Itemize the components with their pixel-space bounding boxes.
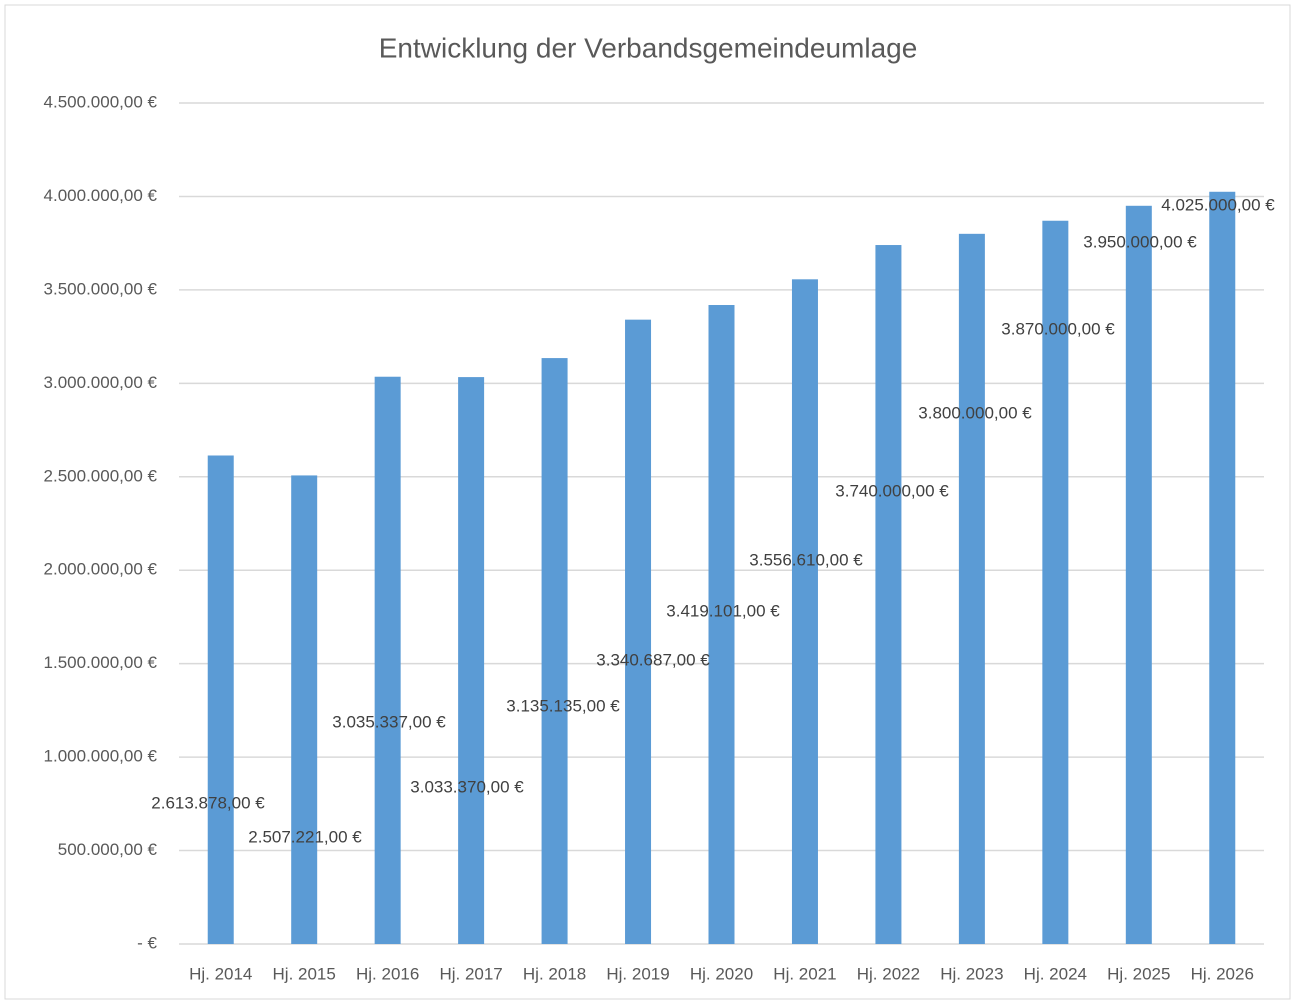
- y-tick-label: 3.000.000,00 €: [44, 373, 158, 392]
- x-tick-label: Hj. 2024: [1024, 964, 1087, 983]
- y-tick-label: 500.000,00 €: [58, 840, 158, 859]
- data-label: 3.556.610,00 €: [749, 550, 863, 569]
- x-tick-label: Hj. 2026: [1191, 964, 1254, 983]
- data-label: 3.870.000,00 €: [1001, 319, 1115, 338]
- data-label: 3.419.101,00 €: [666, 601, 780, 620]
- x-tick-label: Hj. 2018: [523, 964, 586, 983]
- bar: [541, 358, 568, 944]
- bar: [1042, 220, 1069, 945]
- data-label: 3.035.337,00 €: [332, 712, 446, 731]
- x-tick-label: Hj. 2014: [189, 964, 252, 983]
- bar: [625, 319, 652, 944]
- bar: [708, 305, 735, 944]
- y-tick-label: - €: [137, 933, 157, 952]
- y-tick-label: 4.000.000,00 €: [44, 186, 158, 205]
- data-label: 3.340.687,00 €: [596, 650, 710, 669]
- chart-title: Entwicklung der Verbandsgemeindeumlage: [379, 32, 918, 63]
- bar: [458, 377, 485, 944]
- data-label: 4.025.000,00 €: [1161, 195, 1275, 214]
- x-tick-label: Hj. 2020: [690, 964, 753, 983]
- x-tick-label: Hj. 2016: [356, 964, 419, 983]
- data-label: 3.740.000,00 €: [835, 481, 949, 500]
- data-label: 3.135.135,00 €: [506, 696, 620, 715]
- y-tick-label: 1.500.000,00 €: [44, 653, 158, 672]
- bar: [875, 245, 902, 945]
- x-tick-label: Hj. 2017: [439, 964, 502, 983]
- y-tick-label: 4.500.000,00 €: [44, 92, 158, 111]
- x-tick-label: Hj. 2019: [606, 964, 669, 983]
- bar: [291, 475, 318, 944]
- bar: [1125, 205, 1152, 945]
- data-label: 2.613.878,00 €: [151, 793, 265, 812]
- x-tick-label: Hj. 2021: [773, 964, 836, 983]
- x-tick-label: Hj. 2015: [273, 964, 336, 983]
- bar: [207, 455, 234, 944]
- data-label: 3.800.000,00 €: [918, 403, 1032, 422]
- bar: [958, 233, 985, 945]
- x-tick-label: Hj. 2022: [857, 964, 920, 983]
- data-label: 2.507.221,00 €: [248, 827, 362, 846]
- bar: [374, 376, 401, 944]
- y-tick-label: 1.000.000,00 €: [44, 747, 158, 766]
- x-tick-label: Hj. 2025: [1107, 964, 1170, 983]
- bar: [1209, 191, 1236, 944]
- y-tick-label: 3.500.000,00 €: [44, 279, 158, 298]
- y-tick-label: 2.500.000,00 €: [44, 466, 158, 485]
- y-tick-label: 2.000.000,00 €: [44, 560, 158, 579]
- x-tick-label: Hj. 2023: [940, 964, 1003, 983]
- data-label: 3.950.000,00 €: [1083, 232, 1197, 251]
- data-label: 3.033.370,00 €: [410, 777, 524, 796]
- bar: [791, 279, 818, 945]
